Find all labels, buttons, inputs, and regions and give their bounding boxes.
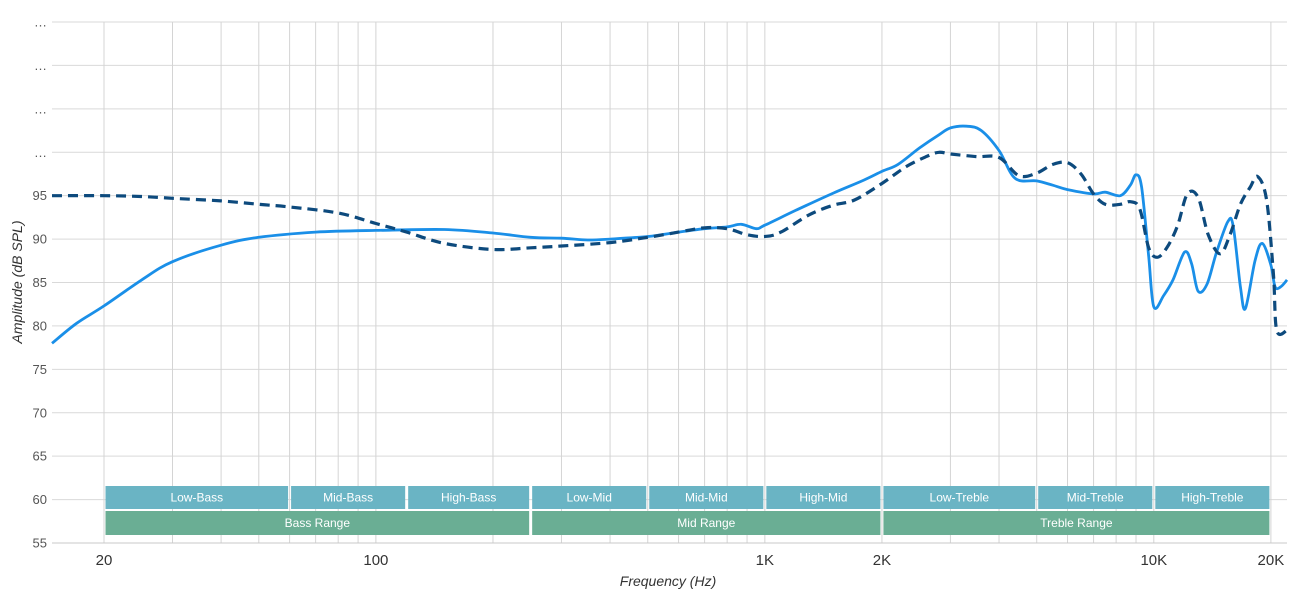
x-axis-title: Frequency (Hz) [620, 573, 716, 589]
band-mid-treble-label: Mid-Treble [1067, 491, 1124, 505]
series-line-2-dashed [51, 150, 1288, 337]
y-tick-label: … [34, 15, 47, 30]
band-high-mid-label: High-Mid [799, 491, 847, 505]
band-mid-mid-rect [649, 486, 764, 509]
band-mid-bass-rect [291, 486, 406, 509]
x-tick-label: 10K [1140, 552, 1167, 569]
band-high-treble-rect [1155, 486, 1270, 509]
grid [52, 21, 1287, 544]
y-tick-label: 55 [33, 536, 47, 551]
y-tick-label: 85 [33, 275, 47, 290]
band-low-mid-rect [532, 486, 647, 509]
y-tick-label: 70 [33, 405, 47, 420]
y-tick-label: … [34, 101, 47, 116]
series-line-1-solid [51, 124, 1289, 345]
band-high-bass-label: High-Bass [441, 491, 496, 505]
x-tick-label: 2K [873, 552, 891, 569]
y-tick-label: 75 [33, 362, 47, 377]
range-mid-range-rect [532, 511, 881, 535]
band-mid-mid-label: Mid-Mid [685, 491, 728, 505]
x-tick-label: 100 [363, 552, 388, 569]
x-tick-label: 20K [1258, 552, 1285, 569]
x-tick-labels: 20 100 1K 2K 10K 20K [96, 552, 1285, 569]
band-mid-bass-label: Mid-Bass [323, 491, 373, 505]
y-tick-label: 65 [33, 449, 47, 464]
band-low-mid-label: Low-Mid [567, 491, 612, 505]
y-tick-label: 90 [33, 232, 47, 247]
band-low-bass-label: Low-Bass [170, 491, 223, 505]
band-high-mid-rect [766, 486, 881, 509]
y-axis-title: Amplitude (dB SPL) [9, 221, 25, 345]
y-tick-label: … [34, 58, 47, 73]
band-high-bass-rect [408, 486, 530, 509]
band-low-treble-label: Low-Treble [930, 491, 990, 505]
frequency-bands: Low-Bass Mid-Bass High-Bass Low-Mid Mid-Mid H… [105, 486, 1270, 535]
band-high-treble-label: High-Treble [1181, 491, 1244, 505]
range-bass-range-rect [105, 511, 530, 535]
y-tick-label: 80 [33, 318, 47, 333]
range-mid-range-label: Mid Range [677, 516, 735, 530]
y-tick-label: … [34, 145, 47, 160]
band-low-bass-rect [105, 486, 289, 509]
series-layer [51, 124, 1289, 345]
x-tick-label: 1K [756, 552, 774, 569]
x-tick-label: 20 [96, 552, 113, 569]
band-mid-treble-rect [1038, 486, 1153, 509]
range-treble-range-rect [883, 511, 1270, 535]
band-low-treble-rect [883, 486, 1036, 509]
y-tick-label: 95 [33, 188, 47, 203]
range-treble-range-label: Treble Range [1040, 516, 1113, 530]
y-tick-label: 60 [33, 492, 47, 507]
range-bass-range-label: Bass Range [285, 516, 351, 530]
y-tick-labels: 55 60 65 70 75 80 85 90 95 … … … … [33, 15, 47, 551]
